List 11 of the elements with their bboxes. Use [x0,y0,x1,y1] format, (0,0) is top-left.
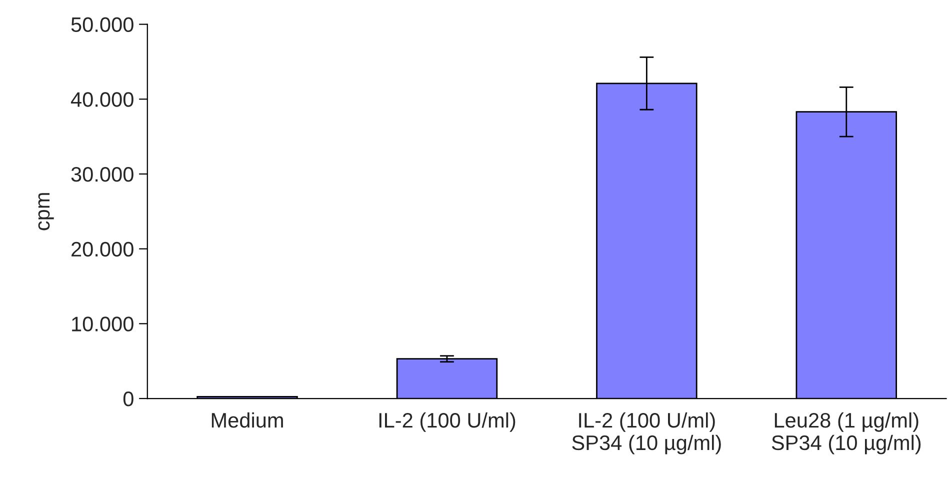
y-tick-label: 20.000 [72,242,134,257]
x-tick-label: Leu28 (1 µg/ml) SP34 (10 µg/ml) [772,412,921,454]
y-axis-title: cpm [38,193,54,230]
y-tick-label: 10.000 [72,316,134,332]
x-tick-label: Medium [212,412,283,428]
y-tick-label: 40.000 [70,92,134,107]
x-tick-label: IL-2 (100 U/ml) [379,412,516,432]
y-tick-label: 0 [123,392,134,406]
y-tick-label: 30.000 [71,166,134,182]
x-tick-label: IL-2 (100 U/ml) SP34 (10 µg/ml) [572,412,721,454]
y-tick-label: 50.000 [71,17,134,32]
